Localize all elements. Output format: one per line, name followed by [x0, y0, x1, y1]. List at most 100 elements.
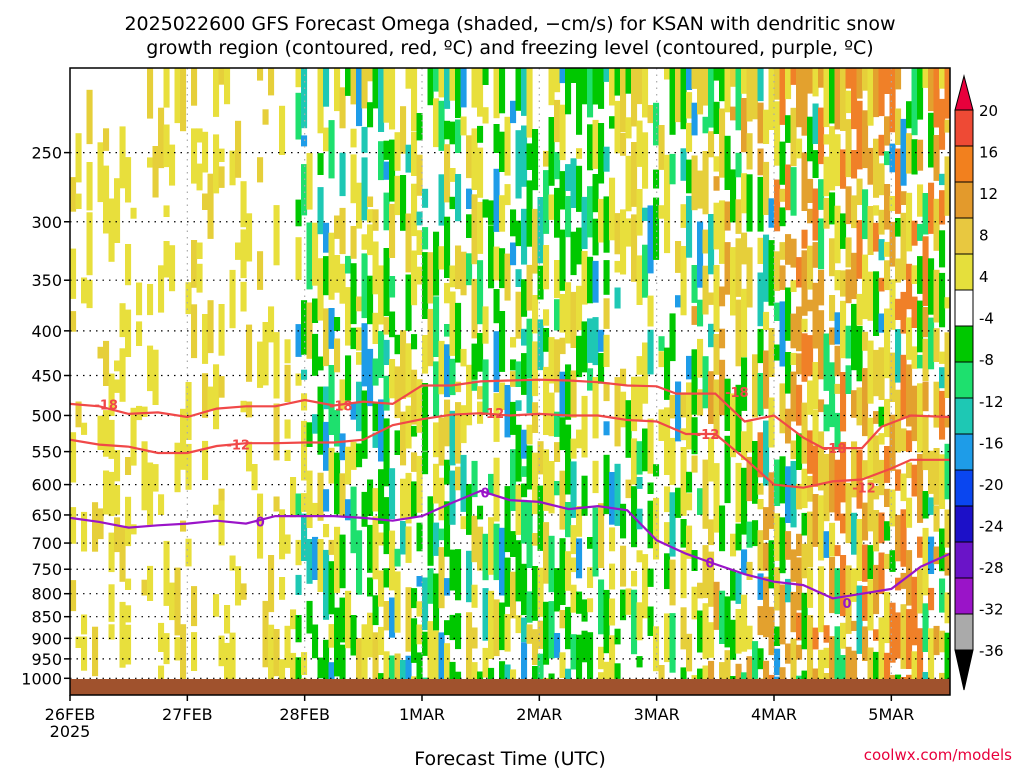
omega-cell	[449, 549, 456, 591]
omega-cell	[928, 68, 935, 112]
omega-cell	[592, 460, 599, 494]
omega-cell	[741, 232, 748, 265]
omega-cell	[636, 376, 643, 421]
omega-cell	[444, 120, 451, 140]
omega-cell	[735, 663, 742, 679]
omega-cell	[752, 68, 759, 120]
omega-cell	[515, 130, 522, 199]
omega-cell	[862, 68, 869, 91]
omega-cell	[884, 398, 891, 438]
omega-cell	[625, 400, 632, 458]
omega-cell	[889, 489, 896, 527]
omega-cell	[939, 98, 946, 150]
y-tick-label: 750	[31, 560, 62, 579]
omega-cell	[818, 649, 825, 679]
omega-cell	[752, 520, 759, 547]
omega-cell	[86, 212, 93, 276]
omega-cell	[592, 174, 599, 213]
omega-cell	[664, 407, 671, 475]
omega-cell	[125, 624, 132, 665]
omega-cell	[625, 68, 632, 94]
omega-cell	[928, 317, 935, 370]
omega-cell	[416, 154, 423, 196]
omega-cell	[229, 269, 236, 329]
omega-cell	[559, 104, 566, 161]
omega-cell	[532, 666, 539, 679]
y-tick-label: 950	[31, 650, 62, 669]
omega-cell	[163, 124, 170, 168]
omega-cell	[444, 216, 451, 278]
omega-cell	[801, 592, 808, 650]
contour-label: -18	[823, 442, 847, 457]
omega-cell	[900, 291, 907, 334]
omega-cell	[851, 390, 858, 418]
omega-cell	[383, 418, 390, 487]
omega-cell	[774, 101, 781, 166]
omega-cell	[323, 127, 330, 152]
omega-cell	[444, 399, 451, 447]
omega-cell	[873, 68, 880, 118]
omega-cell	[829, 522, 836, 557]
omega-cell	[279, 509, 286, 560]
omega-cell	[873, 349, 880, 397]
omega-cell	[416, 230, 423, 255]
omega-cell	[647, 418, 654, 474]
omega-cell	[653, 169, 660, 189]
omega-cell	[873, 271, 880, 336]
omega-cell	[840, 441, 847, 503]
omega-cell	[372, 402, 379, 432]
omega-cell	[548, 461, 555, 514]
omega-cell	[565, 196, 572, 238]
omega-cell	[807, 380, 814, 415]
omega-cell	[218, 488, 225, 501]
omega-cell	[730, 393, 737, 458]
omega-cell	[768, 397, 775, 448]
omega-cell	[895, 148, 902, 214]
omega-cell	[383, 192, 390, 231]
omega-cell	[686, 159, 693, 194]
omega-cell	[944, 509, 950, 548]
omega-cell	[735, 523, 742, 551]
omega-cell	[906, 364, 913, 427]
omega-cell	[840, 149, 847, 189]
omega-cell	[818, 107, 825, 165]
omega-cell	[482, 199, 489, 218]
omega-cell	[620, 68, 627, 133]
omega-cell	[455, 613, 462, 650]
omega-cell	[383, 568, 390, 588]
omega-cell	[691, 417, 698, 455]
omega-cell	[482, 647, 489, 678]
colorbar-tick-label: -36	[979, 642, 1004, 660]
omega-cell	[581, 599, 588, 622]
omega-cell	[900, 677, 907, 679]
omega-cell	[697, 170, 704, 209]
contour-label: 0	[706, 557, 715, 572]
omega-cell	[81, 511, 88, 552]
omega-cell	[741, 672, 748, 679]
omega-cell	[570, 291, 577, 348]
omega-cell	[119, 601, 126, 668]
omega-cell	[273, 403, 280, 461]
omega-cell	[158, 665, 165, 679]
omega-cell	[757, 373, 764, 416]
omega-cell	[812, 242, 819, 268]
omega-cell	[543, 309, 550, 326]
omega-cell	[581, 395, 588, 458]
omega-cell	[257, 157, 264, 183]
omega-cell	[845, 365, 852, 394]
omega-cell	[554, 260, 561, 299]
omega-cell	[130, 207, 137, 219]
omega-cell	[884, 116, 891, 146]
omega-cell	[790, 440, 797, 460]
omega-cell	[906, 609, 913, 669]
omega-cell	[834, 459, 841, 521]
omega-cell	[735, 462, 742, 523]
omega-cell	[867, 647, 874, 679]
omega-cell	[592, 377, 599, 439]
omega-cell	[658, 665, 665, 679]
omega-cell	[367, 224, 374, 256]
omega-cell	[191, 68, 198, 106]
omega-cell	[933, 269, 940, 323]
omega-cell	[218, 376, 225, 398]
omega-cell	[147, 345, 154, 392]
